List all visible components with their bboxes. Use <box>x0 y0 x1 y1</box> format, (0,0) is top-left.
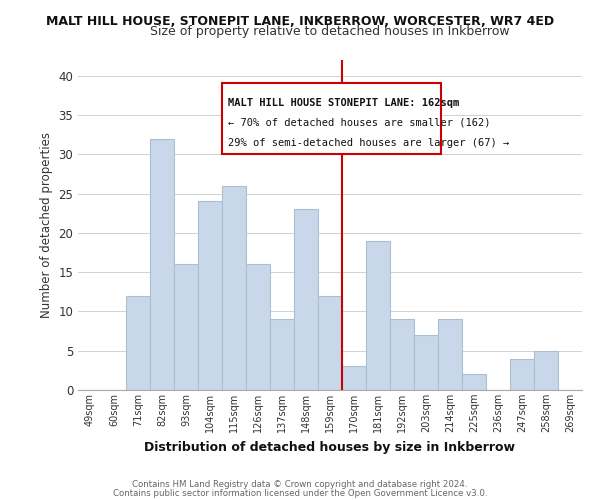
Bar <box>414 335 438 390</box>
FancyBboxPatch shape <box>221 83 441 154</box>
Bar <box>318 296 342 390</box>
Bar <box>438 320 462 390</box>
Bar <box>366 240 390 390</box>
Bar <box>534 350 558 390</box>
Bar <box>222 186 246 390</box>
Bar <box>198 202 222 390</box>
Text: MALT HILL HOUSE STONEPIT LANE: 162sqm: MALT HILL HOUSE STONEPIT LANE: 162sqm <box>227 98 459 108</box>
Bar <box>294 210 318 390</box>
X-axis label: Distribution of detached houses by size in Inkberrow: Distribution of detached houses by size … <box>145 440 515 454</box>
Bar <box>126 296 150 390</box>
Bar <box>342 366 366 390</box>
Text: Contains public sector information licensed under the Open Government Licence v3: Contains public sector information licen… <box>113 489 487 498</box>
Bar <box>510 358 534 390</box>
Text: MALT HILL HOUSE, STONEPIT LANE, INKBERROW, WORCESTER, WR7 4ED: MALT HILL HOUSE, STONEPIT LANE, INKBERRO… <box>46 15 554 28</box>
Bar <box>462 374 486 390</box>
Text: 29% of semi-detached houses are larger (67) →: 29% of semi-detached houses are larger (… <box>227 138 509 147</box>
Title: Size of property relative to detached houses in Inkberrow: Size of property relative to detached ho… <box>150 25 510 38</box>
Bar <box>246 264 270 390</box>
Bar <box>270 320 294 390</box>
Bar <box>174 264 198 390</box>
Y-axis label: Number of detached properties: Number of detached properties <box>40 132 53 318</box>
Bar <box>390 320 414 390</box>
Bar <box>150 138 174 390</box>
Text: ← 70% of detached houses are smaller (162): ← 70% of detached houses are smaller (16… <box>227 118 490 128</box>
Text: Contains HM Land Registry data © Crown copyright and database right 2024.: Contains HM Land Registry data © Crown c… <box>132 480 468 489</box>
